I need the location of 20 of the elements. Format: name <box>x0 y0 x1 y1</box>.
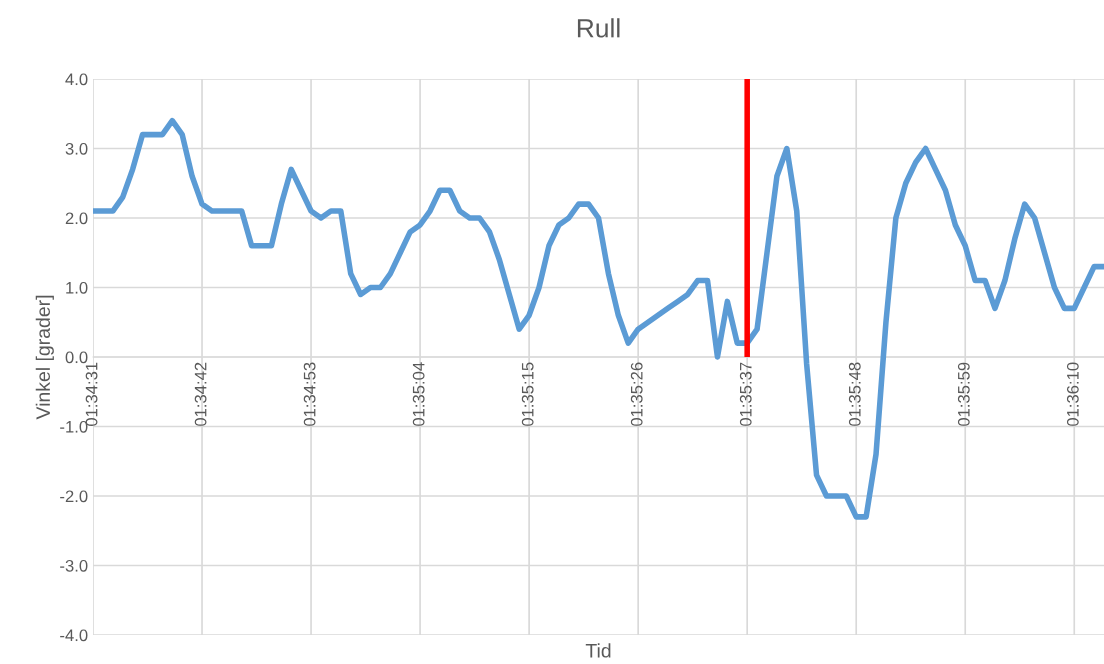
chart-title: Rull <box>577 18 620 38</box>
y-tick-label: 4.0 <box>65 73 88 86</box>
y-tick-label: 2.0 <box>65 212 88 225</box>
y-axis-title: Vinkel [grader] <box>35 295 54 420</box>
y-tick-label: -2.0 <box>60 490 88 503</box>
x-tick-label: 01:35:37 <box>739 362 752 427</box>
x-tick-label: 01:35:59 <box>957 362 970 427</box>
y-tick-label: 0.0 <box>65 351 88 364</box>
y-tick-label: 1.0 <box>66 281 88 294</box>
x-tick-label: 01:35:26 <box>630 362 643 427</box>
x-tick-label: 01:36:10 <box>1066 362 1079 427</box>
y-tick-label: -4.0 <box>60 629 88 642</box>
x-axis-title: Tid <box>585 643 611 658</box>
y-tick-label: -3.0 <box>60 559 88 572</box>
x-tick-label: 01:35:04 <box>412 362 425 427</box>
x-tick-label: 01:34:53 <box>303 362 316 427</box>
y-tick-label: 3.0 <box>65 142 88 155</box>
x-tick-label: 01:35:48 <box>848 362 861 427</box>
x-tick-label: 01:35:15 <box>521 362 534 427</box>
x-tick-label: 01:34:42 <box>194 362 207 427</box>
